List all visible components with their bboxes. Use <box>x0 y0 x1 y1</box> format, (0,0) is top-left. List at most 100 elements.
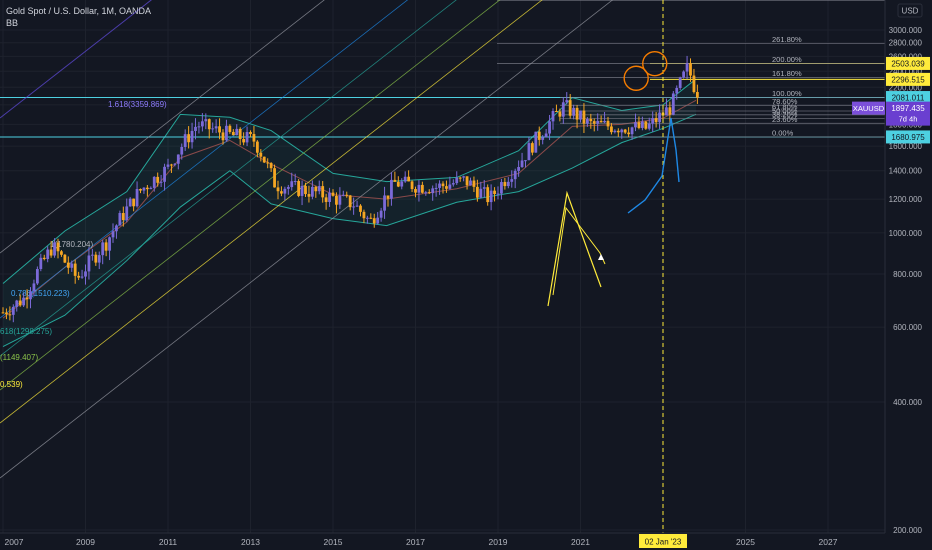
candle-body <box>108 237 111 251</box>
candle-body <box>558 111 562 117</box>
candle-body <box>610 126 613 133</box>
candle-body <box>465 176 469 186</box>
price-tick-label: 2200.000 <box>889 83 923 92</box>
candle-body <box>149 187 153 190</box>
candle-body <box>575 107 579 120</box>
candle-body <box>156 176 160 183</box>
candle-body <box>654 118 658 123</box>
time-axis[interactable] <box>0 533 932 550</box>
candle-body <box>304 185 307 195</box>
candle-body <box>255 141 259 153</box>
time-tick-label: 2015 <box>324 537 343 547</box>
candle-body <box>221 132 225 141</box>
price-axis[interactable] <box>885 0 932 533</box>
price-tag-label: 2503.039 <box>891 59 925 68</box>
candle-body <box>335 195 338 205</box>
candle-body <box>472 180 476 187</box>
candle-body <box>658 112 661 123</box>
candle-body <box>541 137 545 140</box>
candle-body <box>18 300 22 306</box>
candle-body <box>190 130 194 143</box>
fib-level-label: 100.00% <box>772 89 802 98</box>
candle-body <box>300 185 304 196</box>
current-price-label: 1897.435 <box>891 104 925 113</box>
price-tick-label: 400.000 <box>893 398 922 407</box>
candle-body <box>269 163 273 169</box>
candle-body <box>180 146 184 155</box>
candle-body <box>513 170 517 180</box>
candle-body <box>414 189 417 193</box>
candle-body <box>328 192 331 202</box>
candle-body <box>620 129 624 133</box>
channel-label: 0.786(1510.223) <box>11 289 70 298</box>
symbol-title[interactable]: Gold Spot / U.S. Dollar, 1M, OANDA <box>6 6 152 16</box>
price-tick-label: 200.000 <box>893 526 922 535</box>
candle-body <box>60 251 63 255</box>
channel-label: 1.618(3359.869) <box>108 100 167 109</box>
candle-body <box>187 134 191 143</box>
channel-label: 618(1298.275) <box>0 327 52 336</box>
time-tick-label: 2025 <box>736 537 755 547</box>
candle-body <box>132 198 136 207</box>
candle-body <box>32 283 36 292</box>
price-tick-label: 3000.000 <box>889 26 923 35</box>
candle-body <box>383 195 386 211</box>
candle-body <box>403 176 407 182</box>
time-tick-label: 2017 <box>406 537 425 547</box>
candle-body <box>290 181 294 188</box>
candle-body <box>365 217 369 219</box>
candle-body <box>362 211 366 219</box>
candle-body <box>376 217 380 224</box>
candle-body <box>651 118 655 124</box>
candle-body <box>111 231 115 238</box>
time-tick-label: 2013 <box>241 537 260 547</box>
indicator-label[interactable]: BB <box>6 18 19 28</box>
candle-body <box>596 120 600 124</box>
channel-label: 1(1780.204) <box>50 240 93 249</box>
candle-body <box>427 192 431 194</box>
fib-level-label: 50.00% <box>772 106 798 115</box>
date-marker-box <box>639 534 687 548</box>
price-tag-label: 2081.011 <box>892 94 925 103</box>
candle-body <box>1 312 5 314</box>
fib-level-label: 261.80% <box>772 35 802 44</box>
candle-body <box>25 297 29 300</box>
candle-body <box>647 123 651 129</box>
candle-body <box>266 162 270 164</box>
chart-grid <box>0 0 885 533</box>
price-tag-box <box>886 72 930 86</box>
candle-body <box>324 197 328 202</box>
forecast-path <box>627 117 680 214</box>
candle-body <box>572 107 576 116</box>
candle-body <box>407 176 411 182</box>
candle-body <box>469 180 472 186</box>
fib-level-label: 78.60% <box>772 97 798 106</box>
currency-label[interactable]: USD <box>897 3 923 18</box>
bollinger-upper <box>2 78 697 284</box>
candle-body <box>273 168 276 188</box>
candle-body <box>338 195 342 205</box>
candle-body <box>115 225 118 232</box>
symbol-tag-label: XAUUSD <box>853 104 885 113</box>
candle-body <box>125 206 129 221</box>
candle-body <box>606 120 610 127</box>
candle-body <box>345 194 349 196</box>
candle-body <box>87 255 91 272</box>
candle-body <box>297 180 301 196</box>
candle-body <box>56 242 60 252</box>
candle-body <box>200 121 204 127</box>
candle-body <box>310 186 314 197</box>
candle-body <box>39 257 43 270</box>
candle-body <box>321 186 325 198</box>
candle-body <box>530 143 534 153</box>
candle-body <box>548 121 551 134</box>
candle-body <box>400 181 404 187</box>
candle-body <box>228 125 232 132</box>
fibonacci-retracement: 361.80% 261.80% 200.00% 161.80% 100.00%78.60… <box>0 0 885 138</box>
drawing-overlay <box>547 0 680 533</box>
candle-body <box>163 166 166 182</box>
candle-body <box>242 139 246 143</box>
candle-body <box>627 132 631 135</box>
candle-body <box>159 181 163 183</box>
